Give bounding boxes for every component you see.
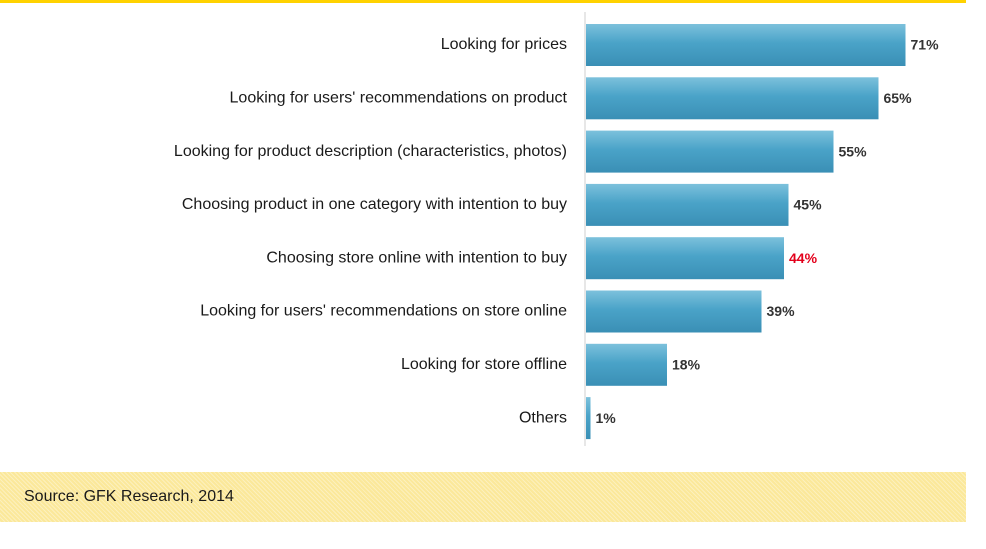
bar-row: Looking for prices 71% xyxy=(441,24,939,66)
value-label: 45% xyxy=(794,197,823,213)
value-label: 55% xyxy=(839,143,868,159)
bar-row: Others 1% xyxy=(519,397,617,440)
source-band: Source: GFK Research, 2014 xyxy=(0,472,966,522)
bar-row: Choosing store online with intention to … xyxy=(266,237,818,280)
bar-row: Looking for product description (charact… xyxy=(174,130,868,173)
category-label: Looking for store offline xyxy=(401,356,567,373)
bar-row: Looking for store offline 18% xyxy=(401,343,701,386)
category-label: Others xyxy=(519,409,567,426)
bar xyxy=(586,183,789,226)
source-text: Source: GFK Research, 2014 xyxy=(24,488,234,505)
top-rule xyxy=(0,0,966,3)
category-label: Choosing product in one category with in… xyxy=(182,196,567,213)
value-label: 44% xyxy=(789,250,818,266)
bar xyxy=(586,343,667,386)
bar xyxy=(586,290,762,333)
value-label: 39% xyxy=(767,303,796,319)
value-label: 18% xyxy=(672,357,701,373)
category-label: Looking for prices xyxy=(441,36,567,53)
value-label: 1% xyxy=(596,410,617,426)
category-label: Looking for product description (charact… xyxy=(174,143,567,160)
bar xyxy=(586,77,879,120)
bar xyxy=(586,130,834,173)
bar xyxy=(586,397,591,440)
bar-row: Choosing product in one category with in… xyxy=(182,183,823,226)
bar-row: Looking for users' recommendations on pr… xyxy=(230,77,913,120)
category-label: Choosing store online with intention to … xyxy=(266,249,567,266)
bar-chart: Looking for prices 71% Looking for users' … xyxy=(174,12,939,446)
category-label: Looking for users' recommendations on st… xyxy=(200,303,567,320)
bar-row: Looking for users' recommendations on st… xyxy=(200,290,796,333)
value-label: 71% xyxy=(911,37,940,53)
value-label: 65% xyxy=(884,90,913,106)
category-label: Looking for users' recommendations on pr… xyxy=(230,90,568,107)
bar xyxy=(586,237,784,280)
bar xyxy=(586,24,906,66)
